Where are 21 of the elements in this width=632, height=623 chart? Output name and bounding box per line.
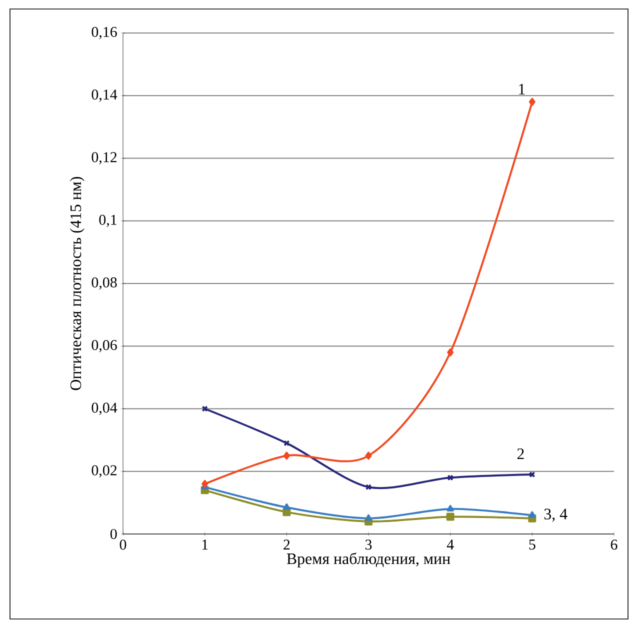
annotation: 2 bbox=[517, 448, 524, 460]
y-tick-label: 0,12 bbox=[92, 152, 117, 164]
y-tick-label: 0,1 bbox=[99, 214, 116, 227]
x-tick-label: 4 bbox=[446, 540, 454, 550]
x-tick-label: 5 bbox=[529, 540, 536, 550]
x-tick-label: 3 bbox=[365, 540, 372, 550]
y-tick-label: 0,04 bbox=[92, 402, 118, 415]
x-tick-label: 1 bbox=[202, 540, 208, 550]
y-tick-label: 0,14 bbox=[92, 90, 118, 102]
x-tick-label: 2 bbox=[284, 540, 290, 550]
annotation: 3, 4 bbox=[544, 508, 568, 522]
y-tick-label: 0,08 bbox=[92, 277, 117, 290]
y-tick-label: 0,02 bbox=[92, 465, 117, 478]
y-axis-title: Оптическая плотность (415 нм) bbox=[70, 176, 84, 390]
x-tick-label: 6 bbox=[610, 540, 618, 550]
y-tick-label: 0,06 bbox=[92, 340, 117, 352]
y-tick-label: 0,16 bbox=[92, 26, 117, 40]
x-tick-label: 0 bbox=[120, 540, 126, 550]
annotation: 1 bbox=[519, 84, 525, 94]
y-tick-label: 0 bbox=[110, 528, 117, 540]
x-axis-title: Время наблюдения, мин bbox=[286, 552, 450, 568]
